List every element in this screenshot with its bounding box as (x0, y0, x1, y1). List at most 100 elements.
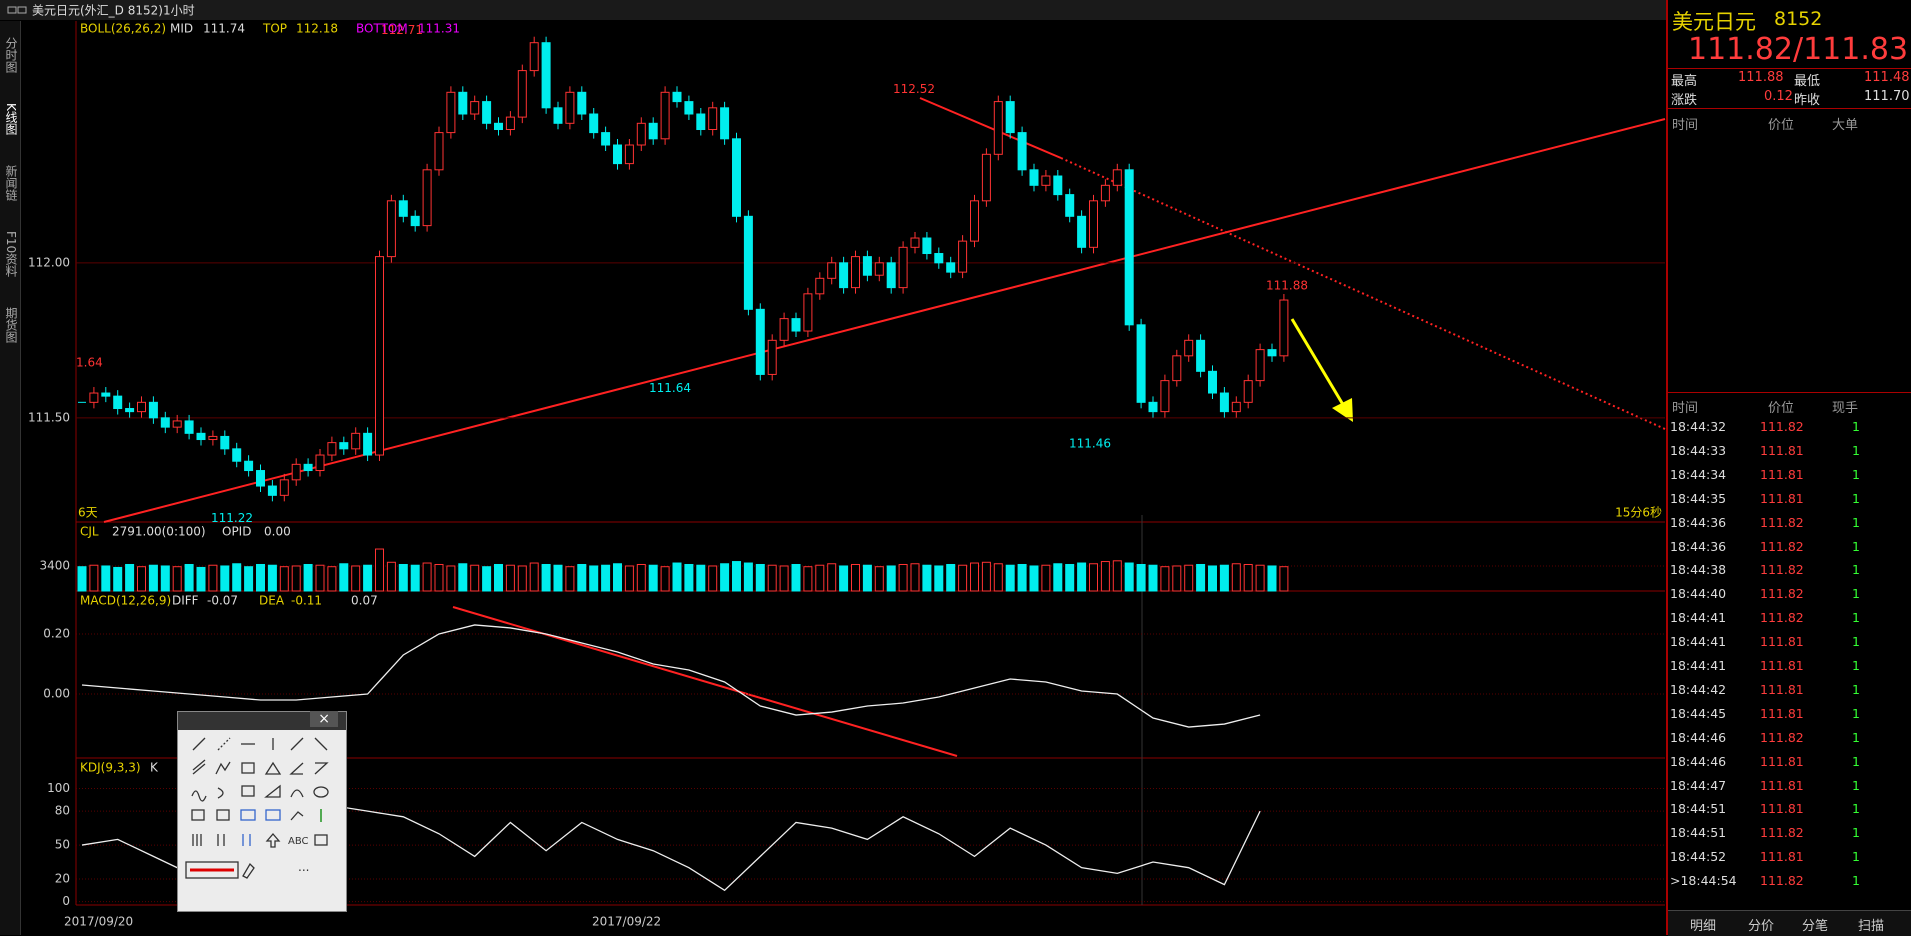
candle (791, 318, 801, 332)
candle (279, 479, 289, 496)
tick-cell: 18:44:35 (1670, 490, 1727, 506)
volume-bar (1279, 566, 1289, 592)
candle (1041, 175, 1051, 186)
volume-bar (1136, 563, 1146, 592)
candle (743, 215, 753, 310)
side-tab[interactable]: F10资料 (4, 230, 18, 278)
tick-cell: 111.81 (1760, 658, 1804, 673)
tick-cell: 18:44:46 (1670, 753, 1727, 769)
candle (113, 395, 123, 410)
edge-label: 1.64 (76, 356, 103, 370)
candle (1005, 101, 1015, 134)
tick-cell: 111.81 (1760, 681, 1804, 697)
volume-bar (732, 561, 741, 592)
candle (315, 454, 325, 472)
volume-bar (648, 564, 658, 592)
trend-line (919, 97, 1062, 159)
tab[interactable]: 明细 (1690, 919, 1717, 934)
close-button[interactable]: × (310, 711, 338, 727)
volume-bar (993, 563, 1003, 592)
volume-bar (327, 566, 337, 592)
candle (137, 401, 146, 413)
volume-bar (791, 563, 801, 592)
volume-bar (910, 563, 920, 592)
volume-bar (458, 563, 468, 592)
y-tick-label: 111.50 (28, 410, 70, 424)
volume-bar (125, 563, 135, 592)
candle (291, 463, 301, 481)
quote-panel: 美元日元 8152 111.82/111.83 最高 111.88 最低 111… (1666, 0, 1911, 936)
volume-bar (1005, 564, 1015, 592)
candle (125, 408, 135, 413)
side-tab[interactable]: 期货图 (4, 307, 18, 344)
side-tab[interactable]: 分时图 (4, 37, 18, 73)
tick-cell: 111.82 (1760, 825, 1804, 841)
tab[interactable]: 分价 (1748, 919, 1775, 934)
side-tab[interactable]: K线图 (4, 103, 18, 135)
tick-cell: 111.81 (1760, 634, 1804, 650)
label: 最高 (1671, 74, 1698, 89)
panel-header: OPID (222, 525, 251, 539)
volume-bar (267, 564, 277, 592)
candle (839, 262, 849, 289)
tick-cell: 111.81 (1760, 753, 1804, 769)
volume-bar (970, 562, 979, 592)
volume-bar (1160, 566, 1170, 592)
candle (970, 200, 979, 242)
candle (1136, 324, 1146, 403)
left-label: 6天 (78, 506, 98, 520)
volume-bar (101, 565, 111, 592)
tick-cell: 18:44:45 (1670, 705, 1727, 721)
trend-line (103, 118, 1666, 523)
volume-bar (244, 566, 254, 592)
tick-cell: 111.82 (1760, 610, 1804, 626)
tool-icons: ABC ··· (185, 737, 329, 879)
candle (1100, 184, 1110, 202)
tick-cell: 111.81 (1760, 442, 1804, 458)
candle (327, 442, 337, 456)
volume-bar (363, 564, 373, 592)
quote-price: 111.82/111.83 (1688, 32, 1909, 67)
volume-bar (851, 563, 860, 592)
volume-bar (1148, 564, 1158, 592)
candle (220, 435, 230, 450)
candle (862, 256, 872, 276)
right-label: 15分6秒 (1615, 506, 1662, 520)
tab[interactable]: 扫描 (1858, 919, 1885, 934)
price-annotation: 111.46 (1069, 437, 1111, 451)
candle (1053, 175, 1063, 196)
candle (720, 107, 730, 140)
candle (196, 432, 206, 441)
tool-row[interactable] (185, 737, 329, 879)
y-tick-label: 50 (55, 838, 70, 852)
tool-more[interactable]: ··· (298, 864, 309, 878)
volume-bar (339, 563, 349, 592)
tab[interactable]: 分笔 (1802, 919, 1829, 934)
volume-bar (148, 564, 158, 592)
candle (1029, 169, 1039, 186)
candle (1017, 132, 1027, 171)
window-icon (7, 6, 17, 14)
volume-bar (803, 566, 813, 592)
panel-header: 0.00 (264, 525, 291, 539)
volume-bar (981, 561, 991, 592)
candle (244, 460, 254, 472)
volume-bar (208, 564, 218, 592)
tick-cell: 1 (1852, 777, 1860, 793)
candle (446, 91, 456, 134)
tick-cell: 1 (1852, 801, 1860, 817)
tick-cell: 111.82 (1760, 419, 1804, 434)
volume-bar (494, 563, 503, 592)
tick-cell: 1 (1852, 562, 1860, 578)
panel-header: MID (170, 22, 193, 36)
candle (208, 435, 218, 441)
candle (1219, 392, 1229, 413)
volume-bar (446, 565, 456, 592)
y-tick-label: 20 (55, 871, 70, 885)
panel-header: 111.74 (203, 22, 245, 36)
tool-text-icon[interactable]: ABC (288, 836, 309, 847)
candle (470, 101, 480, 115)
side-tab[interactable]: 新闻链 (4, 164, 18, 201)
arrow (1290, 318, 1347, 409)
volume-bar (422, 562, 432, 592)
